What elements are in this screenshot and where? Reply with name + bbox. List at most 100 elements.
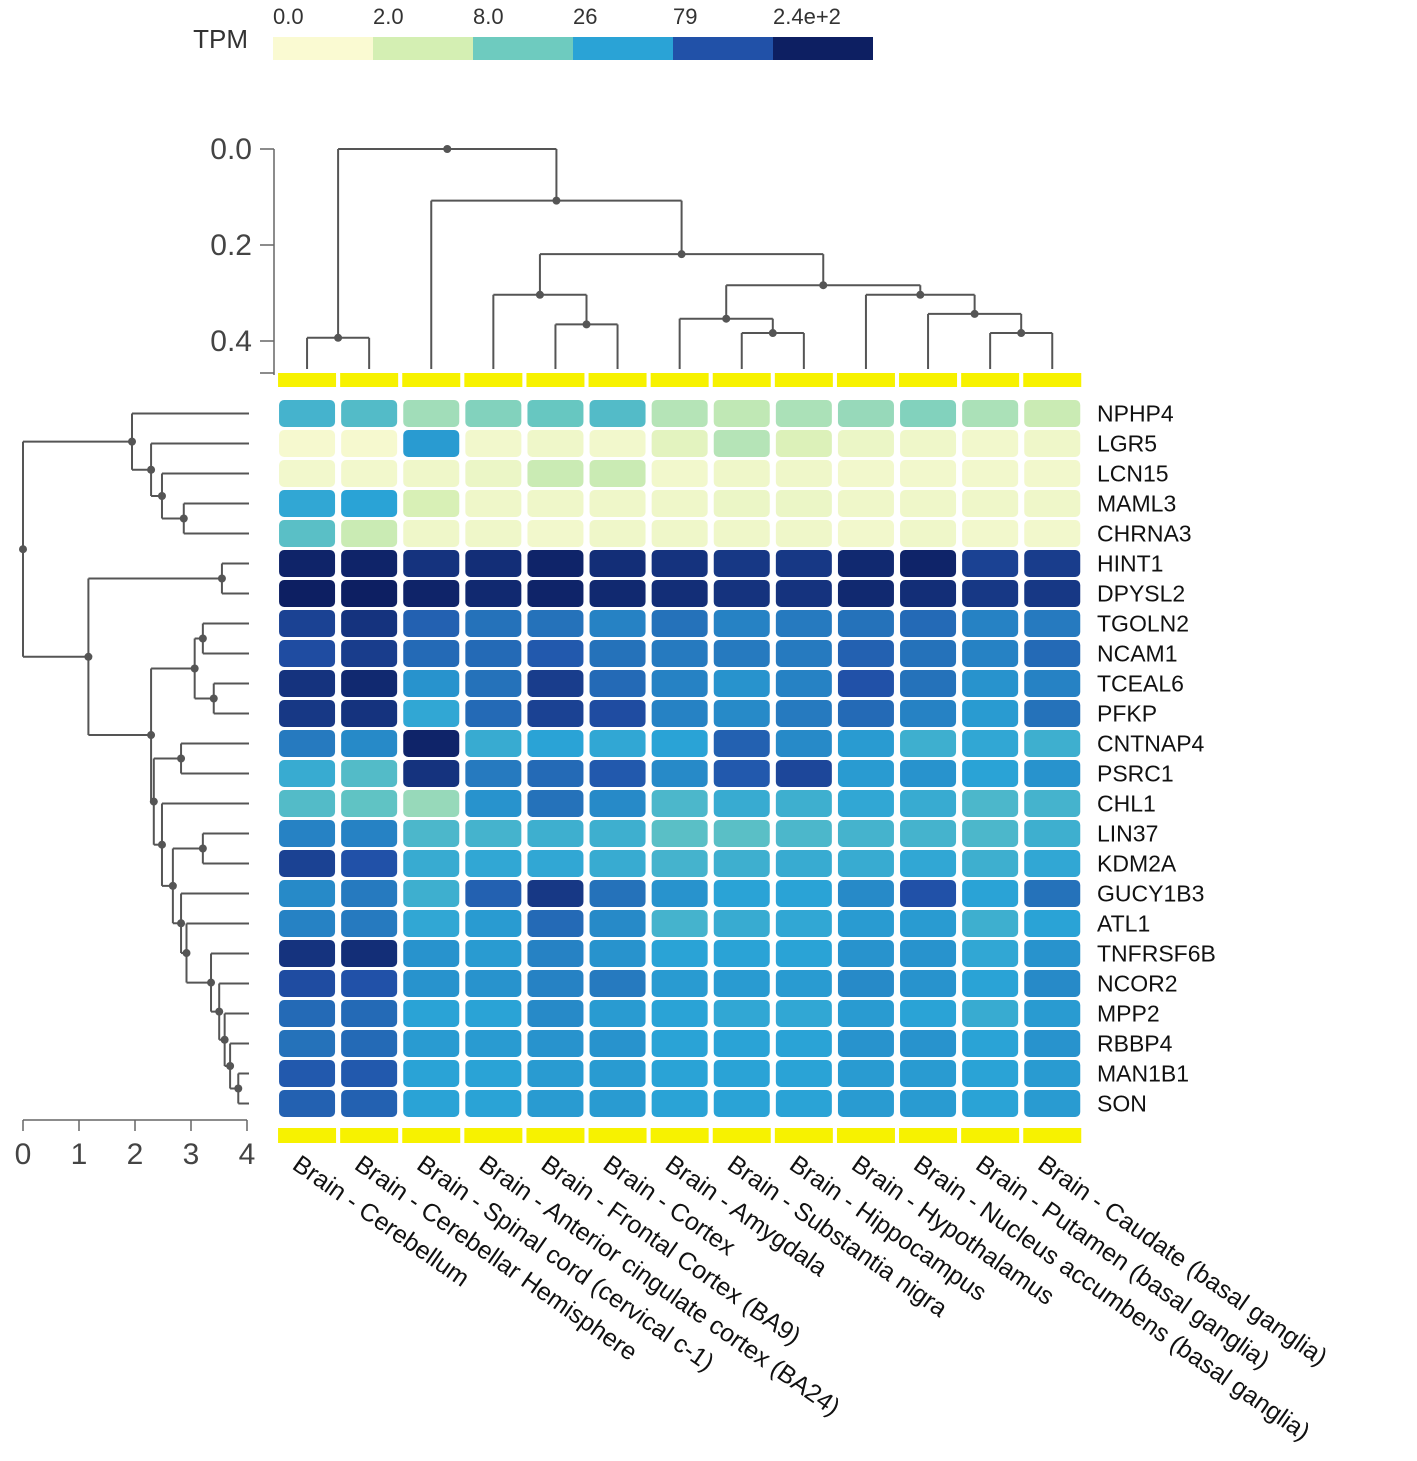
heatmap-cell [527,940,584,967]
heatmap-cell [403,850,460,877]
heatmap-cell [465,850,522,877]
heatmap-cell [651,1030,708,1057]
heatmap-cell [341,700,398,727]
legend-swatch [373,37,473,60]
heatmap-cell [775,850,832,877]
heatmap-cell [651,550,708,577]
bottom-group-bar [464,1128,523,1143]
heatmap-cell [527,1030,584,1057]
heatmap-cell [837,460,894,487]
heatmap-cell [341,400,398,427]
row-label: LIN37 [1097,821,1158,847]
top-group-bar [899,373,958,387]
heatmap-cell [589,610,646,637]
heatmap-cell [589,1030,646,1057]
heatmap-cell [900,1000,957,1027]
heatmap-cell [900,850,957,877]
row-label: MAN1B1 [1097,1061,1189,1087]
heatmap-cell [465,1060,522,1087]
heatmap-cell [465,520,522,547]
heatmap-cell [775,880,832,907]
heatmap-cell [651,640,708,667]
heatmap-cell [775,460,832,487]
heatmap-cell [589,1000,646,1027]
heatmap-cell [1024,670,1081,697]
heatmap-cell [527,970,584,997]
heatmap-cell [1024,790,1081,817]
heatmap-cell [837,1090,894,1117]
heatmap-cell [900,880,957,907]
row-label: CNTNAP4 [1097,731,1205,757]
top-group-bar [526,373,585,387]
row-dendrogram: 0 1 2 3 4 [15,412,255,1171]
heatmap-cell [1024,1030,1081,1057]
heatmap-cell [962,880,1019,907]
axis-tick-label: 3 [183,1138,200,1171]
heatmap-cell [713,1060,770,1087]
heatmap-cell [527,910,584,937]
heatmap-cell [962,760,1019,787]
heatmap-cell [527,670,584,697]
heatmap-cell [837,580,894,607]
heatmap-cell [279,1000,336,1027]
heatmap-cell [900,610,957,637]
heatmap-cells [279,400,1081,1117]
heatmap-cell [713,820,770,847]
heatmap-cell [900,970,957,997]
top-group-bar [464,373,523,387]
heatmap-cell [837,790,894,817]
bottom-group-bar [526,1128,585,1143]
heatmap-cell [403,640,460,667]
heatmap-cell [341,670,398,697]
heatmap-cell [713,610,770,637]
heatmap-cell [651,1060,708,1087]
heatmap-cell [962,520,1019,547]
heatmap-cell [775,670,832,697]
heatmap-cell [900,760,957,787]
heatmap-cell [341,760,398,787]
row-label: MPP2 [1097,1001,1160,1027]
heatmap-cell [527,520,584,547]
heatmap-cell [279,850,336,877]
row-label: NCOR2 [1097,971,1178,997]
heatmap-cell [962,730,1019,757]
heatmap-cell [775,910,832,937]
heatmap-cell [713,970,770,997]
heatmap-cell [962,700,1019,727]
heatmap-cell [1024,490,1081,517]
row-label: ATL1 [1097,911,1150,937]
heatmap-cell [1024,730,1081,757]
heatmap-cell [651,970,708,997]
heatmap-cell [713,640,770,667]
heatmap-cell [837,700,894,727]
heatmap-cell [403,670,460,697]
heatmap-cell [962,1090,1019,1117]
heatmap-cell [713,520,770,547]
heatmap-cell [279,430,336,457]
heatmap-cell [651,820,708,847]
heatmap-cell [900,700,957,727]
heatmap-cell [403,910,460,937]
heatmap-cell [651,850,708,877]
heatmap-cell [837,970,894,997]
heatmap-cell [962,460,1019,487]
heatmap-cell [775,1000,832,1027]
heatmap-cell [341,910,398,937]
heatmap-cell [651,430,708,457]
heatmap-cell [589,1090,646,1117]
heatmap-cell [713,730,770,757]
bottom-group-bar [340,1128,399,1143]
heatmap-cell [775,790,832,817]
heatmap-cell [1024,880,1081,907]
heatmap-cell [341,820,398,847]
heatmap-cell [837,640,894,667]
heatmap-cell [465,640,522,667]
heatmap-cell [403,790,460,817]
heatmap-cell [713,460,770,487]
heatmap-cell [341,640,398,667]
heatmap-cell [279,580,336,607]
dendrogram-node [443,145,452,153]
heatmap-cell [962,970,1019,997]
tpm-legend: TPM 0.0 2.0 8.0 26 79 2.4e+2 [193,4,873,60]
